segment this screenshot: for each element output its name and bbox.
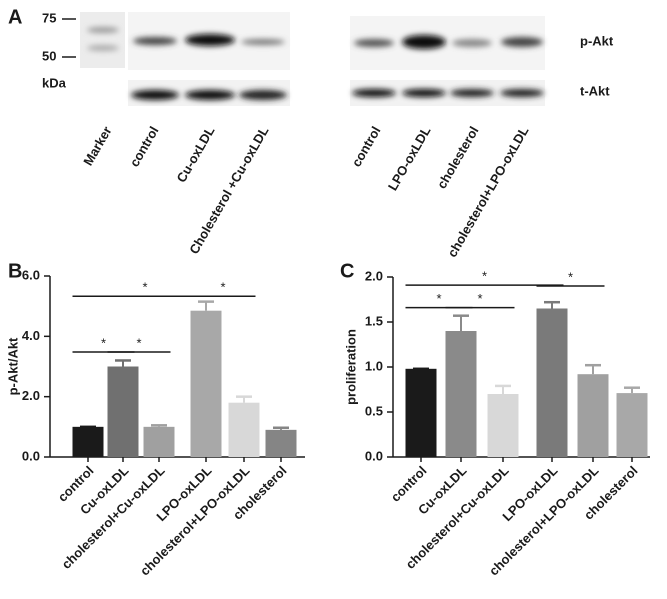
row-label: p-Akt xyxy=(580,33,614,48)
lane-label: control xyxy=(127,124,162,170)
lane-label: control xyxy=(349,124,384,170)
bar xyxy=(445,331,477,457)
significance-mark: * xyxy=(568,269,573,284)
unit: kDa xyxy=(42,75,67,90)
y-tick-label: 2.0 xyxy=(365,268,383,283)
y-tick-label: 2.0 xyxy=(22,388,40,403)
bar xyxy=(228,402,260,457)
y-axis-title: proliferation xyxy=(343,329,358,405)
significance-mark: * xyxy=(142,280,147,295)
panel-label: B xyxy=(8,260,22,282)
y-axis-title: p-Akt/Akt xyxy=(5,337,20,395)
lane-label: cholesterol xyxy=(434,124,482,192)
y-tick-label: 1.0 xyxy=(365,358,383,373)
panel-label: A xyxy=(8,6,22,28)
significance-mark: * xyxy=(101,335,106,350)
y-tick-label: 0.0 xyxy=(365,448,383,463)
significance-mark: * xyxy=(136,335,141,350)
bar xyxy=(143,426,175,457)
y-tick-label: 4.0 xyxy=(22,328,40,343)
bar xyxy=(487,394,519,457)
lane-label: Cu-oxLDL xyxy=(174,124,218,185)
y-tick-label: 6.0 xyxy=(22,267,40,282)
marker-tick: 75 xyxy=(42,10,56,25)
bar xyxy=(265,429,297,457)
bar xyxy=(72,426,104,457)
marker-tick: 50 xyxy=(42,48,56,63)
blot xyxy=(62,12,545,106)
lane-label: Marker xyxy=(80,124,114,168)
bar xyxy=(190,310,222,457)
lane-label: LPO-oxLDL xyxy=(385,124,434,193)
bar xyxy=(405,368,437,457)
bar xyxy=(616,393,648,457)
bar xyxy=(107,366,139,457)
significance-mark: * xyxy=(220,280,225,295)
row-label: t-Akt xyxy=(580,83,610,98)
significance-mark: * xyxy=(436,291,441,306)
panel-label: C xyxy=(340,260,354,282)
bar xyxy=(577,374,609,457)
bar xyxy=(536,308,568,457)
y-tick-label: 0.0 xyxy=(22,448,40,463)
significance-mark: * xyxy=(482,269,487,284)
y-tick-label: 1.5 xyxy=(365,313,383,328)
y-tick-label: 0.5 xyxy=(365,403,383,418)
significance-mark: * xyxy=(477,291,482,306)
